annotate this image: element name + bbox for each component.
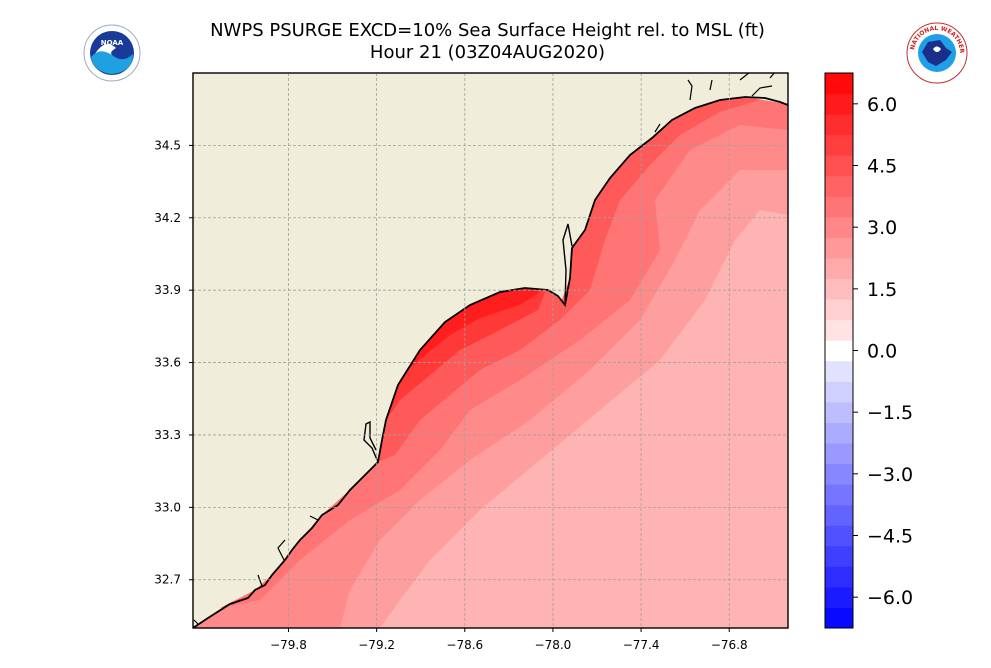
colorbar-tick-label: 1.5 [867, 279, 897, 301]
colorbar-segment [825, 299, 853, 321]
colorbar-tick-label: −1.5 [867, 402, 913, 424]
colorbar-tick-label: −6.0 [867, 587, 913, 609]
coastline [193, 96, 788, 628]
colorbar-tick-label: −4.5 [867, 526, 913, 548]
map-title-line1: NWPS PSURGE EXCD=10% Sea Surface Height … [210, 20, 765, 41]
y-tick-label: 32.7 [154, 573, 181, 587]
colorbar-segment [825, 525, 853, 547]
colorbar-segment [825, 607, 853, 629]
y-tick-label: 33.6 [154, 356, 181, 370]
y-tick-label: 33.0 [154, 500, 181, 514]
y-tick-label: 34.2 [154, 211, 181, 225]
colorbar-segment [825, 586, 853, 608]
map-frame [192, 72, 789, 629]
colorbar-tick-label: 6.0 [867, 94, 897, 116]
colorbar-segment [825, 114, 853, 136]
colorbar-segment [825, 484, 853, 506]
colorbar-segment [825, 134, 853, 156]
colorbar-segment [825, 545, 853, 567]
y-tick-label: 33.9 [154, 283, 181, 297]
colorbar-segment [825, 381, 853, 403]
colorbar-segment [825, 566, 853, 588]
map-plot-area [193, 73, 788, 628]
surge-band-6 [386, 288, 545, 420]
colorbar-segment [825, 319, 853, 341]
colorbar-segment [825, 216, 853, 238]
nws-logo: NATIONAL WEATHER SERVICE [906, 22, 968, 84]
coastline-sw-marsh [193, 487, 353, 625]
x-tick-label: −79.8 [270, 638, 307, 652]
colorbar [825, 73, 853, 629]
colorbar-segment [825, 237, 853, 259]
colorbar-segment [825, 463, 853, 485]
coastline-islands-ne [654, 73, 775, 133]
colorbar-segment [825, 360, 853, 382]
colorbar-segment [825, 258, 853, 280]
grid-lines [193, 73, 788, 628]
coastline-inlet-2 [562, 223, 573, 306]
coastline-inlet-1 [363, 420, 379, 463]
colorbar-segment [825, 504, 853, 526]
colorbar-tick-label: −3.0 [867, 464, 913, 486]
colorbar-segment [825, 196, 853, 218]
colorbar-tick-label: 4.5 [867, 156, 897, 178]
x-tick-label: −76.8 [711, 638, 748, 652]
y-axis: 34.5 34.2 33.9 33.6 33.3 33.0 32.7 [154, 138, 193, 587]
y-tick-label: 33.3 [154, 428, 181, 442]
colorbar-tick-label: 0.0 [867, 341, 897, 363]
colorbar-segment [825, 155, 853, 177]
x-tick-label: −78.6 [446, 638, 483, 652]
x-tick-label: −78.0 [535, 638, 572, 652]
colorbar-segment [825, 401, 853, 423]
y-tick-label: 34.5 [154, 138, 181, 152]
x-tick-label: −79.2 [358, 638, 395, 652]
x-axis: −79.8 −79.2 −78.6 −78.0 −77.4 −76.8 [270, 628, 748, 652]
colorbar-segment [825, 278, 853, 300]
surge-band-5 [378, 97, 760, 462]
colorbar-segment [825, 340, 853, 362]
colorbar-segment [825, 175, 853, 197]
colorbar-tick-label: 3.0 [867, 217, 897, 239]
surge-band-peak [405, 288, 540, 372]
colorbar-segment [825, 443, 853, 465]
colorbar-segment [825, 73, 853, 95]
colorbar-ticks: 6.0 4.5 3.0 1.5 0.0 −1.5 −3.0 −4.5 −6.0 [853, 94, 913, 609]
noaa-logo-text: NOAA [101, 39, 124, 47]
map-title-line2: Hour 21 (03Z04AUG2020) [369, 42, 606, 63]
colorbar-segment [825, 93, 853, 115]
noaa-logo: NOAA [83, 24, 141, 82]
x-tick-label: −77.4 [623, 638, 660, 652]
colorbar-segment [825, 422, 853, 444]
